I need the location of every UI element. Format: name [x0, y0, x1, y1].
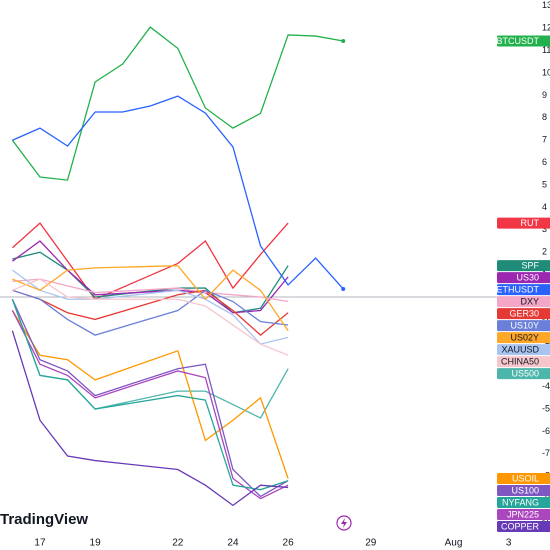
y-tick-label: -6 — [542, 426, 550, 436]
series-line — [12, 95, 344, 290]
badge-bg — [497, 484, 550, 496]
y-tick-label: 8 — [542, 112, 547, 122]
badge-text: USOIL — [512, 473, 539, 483]
series-badge: USOIL — [497, 472, 550, 484]
badge-bg — [497, 284, 550, 296]
last-point — [341, 38, 346, 43]
y-tick-label: 12 — [542, 23, 550, 33]
badge-text: US02Y — [510, 333, 539, 343]
series-badge: JPN225 — [497, 508, 550, 520]
badge-bg — [497, 272, 550, 284]
badge-text: ETHUSDT — [497, 285, 540, 295]
series-badge: DXY — [497, 296, 550, 308]
series-badge: US30 — [497, 272, 550, 284]
badge-text: SPF — [521, 261, 539, 271]
y-tick-label: 11 — [542, 45, 550, 55]
brand-text: TradingView — [0, 511, 88, 528]
badge-text: GER30 — [509, 309, 539, 319]
y-tick-label: -7 — [542, 448, 550, 458]
y-tick-label: 3 — [542, 224, 547, 234]
badge-text: JPN225 — [507, 509, 539, 519]
badge-bg — [497, 508, 550, 520]
x-tick-label: 19 — [90, 538, 102, 549]
badge-bg — [497, 496, 550, 508]
y-tick-label: 9 — [542, 90, 547, 100]
series-line — [12, 278, 289, 356]
badge-bg — [497, 472, 550, 484]
badge-bg — [497, 308, 550, 320]
series-badge: US500 — [497, 368, 550, 380]
x-tick-label: 24 — [227, 538, 239, 549]
series-badge: GER30 — [497, 308, 550, 320]
y-tick-label: 13 — [542, 0, 550, 10]
badge-bg — [497, 332, 550, 344]
x-tick-label: 26 — [283, 538, 295, 549]
series-line — [12, 240, 289, 314]
badge-text: BTCUSDT — [497, 36, 540, 46]
badge-text: US10Y — [510, 321, 539, 331]
y-tick-label: 2 — [542, 247, 547, 257]
series-line — [11, 310, 289, 479]
series-line — [12, 289, 289, 336]
series-badge: BTCUSDT — [341, 35, 550, 47]
badge-bg — [497, 217, 550, 229]
x-tick-label: 17 — [34, 538, 46, 549]
badge-bg — [497, 520, 550, 532]
y-tick-label: -10 — [542, 515, 550, 525]
series-badge: CHINA50 — [497, 356, 550, 368]
x-tick-label: 22 — [172, 538, 184, 549]
brand-logo: TradingView — [0, 511, 88, 528]
badge-text: CHINA50 — [501, 357, 539, 367]
badge-text: US500 — [511, 369, 539, 379]
series-line — [12, 278, 289, 303]
series-line — [12, 269, 289, 345]
badge-bg — [497, 320, 550, 332]
series-badge: US10Y — [497, 320, 550, 332]
series-line — [11, 310, 289, 500]
y-tick-label: 10 — [542, 67, 550, 77]
series-badge: XAUUSD — [497, 344, 550, 356]
badge-bg — [497, 35, 550, 47]
x-tick-label: Aug — [445, 538, 463, 549]
series-line — [11, 299, 289, 498]
series-badge: SPF — [497, 260, 550, 272]
series-badge: NYFANG — [497, 496, 550, 508]
badge-bg — [497, 260, 550, 272]
y-tick-label: 4 — [542, 202, 547, 212]
x-tick-label: 29 — [365, 538, 377, 549]
badge-bg — [497, 356, 550, 368]
y-tick-label: 7 — [542, 135, 547, 145]
series-line — [12, 289, 289, 336]
badge-bg — [497, 296, 550, 308]
badge-text: COPPER — [501, 521, 540, 531]
badge-text: RUT — [521, 218, 540, 228]
series-badge: ETHUSDT — [341, 284, 550, 296]
badge-text: NYFANG — [502, 497, 539, 507]
y-tick-label: 5 — [542, 179, 547, 189]
series-line — [11, 26, 344, 181]
last-point — [341, 286, 346, 291]
x-tick-label: 3 — [506, 538, 512, 549]
y-tick-label: -5 — [542, 403, 550, 413]
series-line — [12, 265, 289, 332]
icon-bolt[interactable] — [341, 518, 347, 528]
series-badge: US100 — [497, 484, 550, 496]
replay-icon[interactable] — [336, 515, 352, 531]
series-line — [11, 299, 289, 491]
series-badge: US02Y — [497, 332, 550, 344]
series-badge: RUT — [497, 217, 550, 229]
badge-text: US30 — [516, 273, 539, 283]
badge-bg — [497, 368, 550, 380]
lines — [11, 26, 344, 507]
series-line — [11, 222, 289, 301]
series-line — [11, 330, 289, 507]
y-tick-label: 6 — [542, 157, 547, 167]
badge-text: XAUUSD — [501, 345, 539, 355]
series-badge: COPPER — [497, 520, 550, 532]
y-tick-label: -4 — [542, 381, 550, 391]
badge-text: DXY — [520, 297, 539, 307]
badge-bg — [497, 344, 550, 356]
badge-text: US100 — [511, 485, 539, 495]
